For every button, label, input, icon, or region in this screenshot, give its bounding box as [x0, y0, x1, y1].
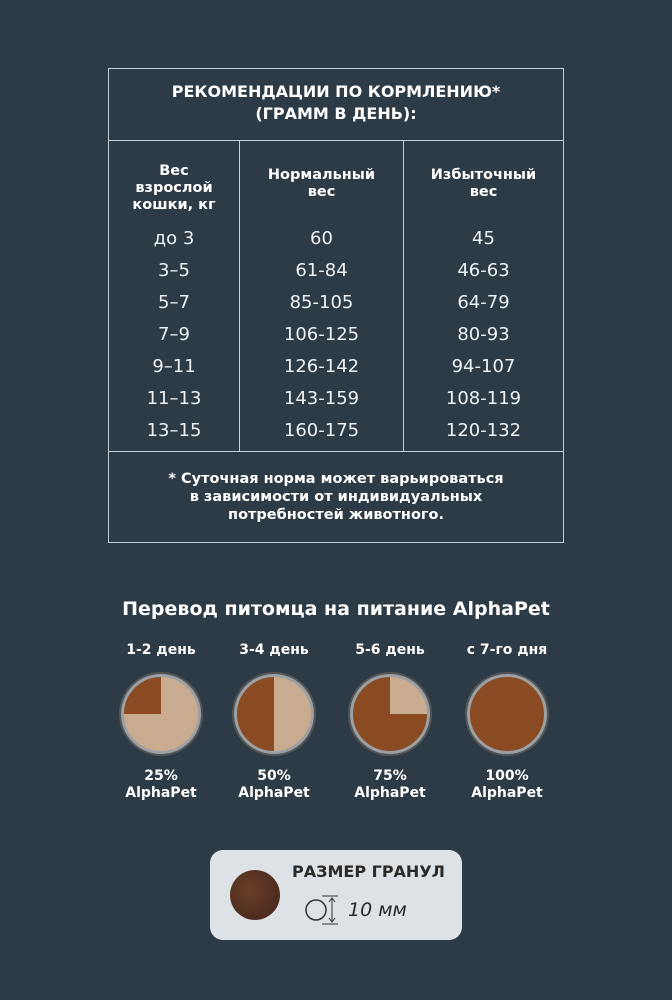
table-cell: 94-107 [451, 356, 516, 377]
table-cell: 126-142 [283, 356, 360, 377]
header-line: кошки, кг [132, 196, 216, 213]
table-cell: 9–11 [152, 356, 196, 377]
table-cell: 46-63 [457, 260, 510, 281]
table-cell: 3–5 [158, 260, 190, 281]
granule-image [230, 870, 280, 920]
table-cell: 120-132 [445, 420, 522, 441]
step-label: с 7-го дня [466, 642, 548, 658]
table-cell: 61-84 [295, 260, 348, 281]
table-cell: 45 [472, 228, 495, 249]
step-brand: AlphaPet [125, 785, 197, 801]
footnote-line: в зависимости от индивидуальных [189, 489, 483, 505]
header-line: Вес [159, 162, 189, 179]
granule-size: 10 мм [302, 890, 407, 930]
column-header: Вес взрослой кошки, кг [109, 141, 239, 223]
table-cell: 106-125 [283, 324, 360, 345]
header-line: вес [469, 184, 498, 200]
header-line: Избыточный [430, 167, 537, 183]
brand-logo-text: AlphaPet [452, 598, 550, 620]
column-overweight: Избыточный вес 45 46-63 64-79 80-93 94-107 108… [403, 141, 563, 451]
table-cell: 11–13 [146, 388, 202, 409]
footnote-line: * Суточная норма может варьироваться [168, 471, 504, 487]
column-header: Нормальный вес [240, 141, 403, 223]
step-brand: AlphaPet [354, 785, 426, 801]
footnote: * Суточная норма может варьироваться в з… [109, 451, 563, 542]
transition-title-text: Перевод питомца на питание [122, 598, 447, 620]
table-cell: 60 [310, 228, 333, 249]
food-bowl-image [234, 674, 314, 754]
food-bowl-image [350, 674, 430, 754]
table-cell: 5–7 [158, 292, 190, 313]
step-percent: 25% [144, 768, 178, 784]
diameter-icon [305, 895, 338, 925]
header-line: вес [307, 184, 336, 200]
header-line: взрослой [135, 179, 213, 196]
header-line: Нормальный [267, 167, 376, 183]
transition-step: 3-4 день 50% AlphaPet [219, 642, 329, 802]
feeding-table: РЕКОМЕНДАЦИИ ПО КОРМЛЕНИЮ* (ГРАММ В ДЕНЬ… [108, 68, 564, 543]
step-percent: 75% [373, 768, 407, 784]
column-header: Избыточный вес [404, 141, 563, 223]
step-label: 5-6 день [355, 642, 425, 658]
transition-title: Перевод питомца на питание AlphaPet [0, 598, 672, 620]
step-label: 1-2 день [126, 642, 196, 658]
step-percent: 50% [257, 768, 291, 784]
step-percent: 100% [485, 768, 529, 784]
transition-step: с 7-го дня 100% AlphaPet [452, 642, 562, 802]
food-bowl-image [121, 674, 201, 754]
table-cell: 85-105 [289, 292, 354, 313]
granule-title: РАЗМЕР ГРАНУЛ [292, 862, 445, 881]
step-label: 3-4 день [239, 642, 309, 658]
table-cell: 13–15 [146, 420, 202, 441]
table-cell: 64-79 [457, 292, 510, 313]
step-brand: AlphaPet [471, 785, 543, 801]
table-cell: 160-175 [283, 420, 360, 441]
title-line: РЕКОМЕНДАЦИИ ПО КОРМЛЕНИЮ* [171, 82, 501, 101]
food-bowl-image [467, 674, 547, 754]
table-cell: 7–9 [158, 324, 190, 345]
table-cell: 108-119 [445, 388, 522, 409]
transition-step: 5-6 день 75% AlphaPet [335, 642, 445, 802]
column-cat-weight: Вес взрослой кошки, кг до 3 3–5 5–7 7–9 9–11 1… [109, 141, 239, 451]
step-brand: AlphaPet [238, 785, 310, 801]
granule-size-card: РАЗМЕР ГРАНУЛ 10 мм [210, 850, 462, 940]
column-normal-weight: Нормальный вес 60 61-84 85-105 106-125 126-14… [239, 141, 403, 451]
table-cell: 80-93 [457, 324, 510, 345]
granule-size-value: 10 мм [348, 899, 407, 921]
footnote-line: потребностей животного. [228, 507, 444, 523]
title-line: (ГРАММ В ДЕНЬ): [255, 104, 417, 123]
table-cell: 143-159 [283, 388, 360, 409]
table-title: РЕКОМЕНДАЦИИ ПО КОРМЛЕНИЮ* (ГРАММ В ДЕНЬ… [109, 69, 563, 141]
table-cell: до 3 [153, 228, 195, 249]
transition-step: 1-2 день 25% AlphaPet [106, 642, 216, 802]
